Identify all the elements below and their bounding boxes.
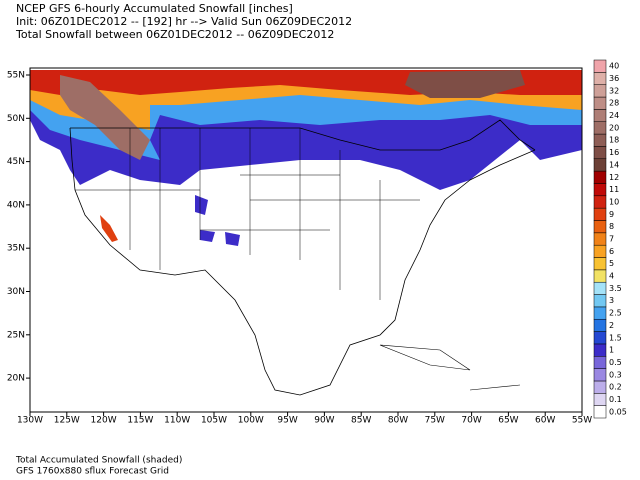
colorbar-box bbox=[593, 121, 607, 135]
x-tick-label: 75W bbox=[425, 416, 445, 426]
snow-band bbox=[195, 195, 240, 246]
colorbar-box bbox=[593, 244, 607, 258]
state-borders bbox=[75, 128, 420, 300]
colorbar-label: 6 bbox=[609, 247, 614, 256]
colorbar-label: 40 bbox=[609, 62, 619, 71]
colorbar-box bbox=[593, 232, 607, 246]
colorbar-box bbox=[593, 318, 607, 332]
x-tick-label: 95W bbox=[277, 416, 297, 426]
colorbar-label: 0.2 bbox=[609, 383, 622, 392]
colorbar-label: 1 bbox=[609, 346, 614, 355]
colorbar-box bbox=[593, 220, 607, 234]
colorbar-label: 4 bbox=[609, 272, 614, 281]
x-tick-label: 60W bbox=[535, 416, 555, 426]
y-tick-label: 25N bbox=[7, 330, 25, 340]
y-tick-label: 40N bbox=[7, 200, 25, 210]
colorbar-box bbox=[593, 84, 607, 98]
x-tick-label: 90W bbox=[314, 416, 334, 426]
x-tick-label: 130W bbox=[17, 416, 43, 426]
colorbar-box bbox=[593, 207, 607, 221]
colorbar-label: 32 bbox=[609, 86, 619, 95]
colorbar-label: 1.5 bbox=[609, 333, 622, 342]
colorbar-box bbox=[593, 331, 607, 345]
snow-band bbox=[60, 75, 150, 160]
footer-line: Total Accumulated Snowfall (shaded) bbox=[15, 456, 182, 466]
colorbar-label: 3.5 bbox=[609, 284, 622, 293]
colorbar-box bbox=[593, 183, 607, 197]
x-tick-label: 110W bbox=[164, 416, 190, 426]
colorbar-label: 7 bbox=[609, 235, 614, 244]
colorbar-label: 0.5 bbox=[609, 358, 622, 367]
colorbar-box bbox=[593, 343, 607, 357]
x-tick-label: 55W bbox=[572, 416, 592, 426]
colorbar-label: 12 bbox=[609, 173, 619, 182]
colorbar-label: 10 bbox=[609, 197, 619, 206]
colorbar-box bbox=[593, 306, 607, 320]
colorbar-box bbox=[593, 257, 607, 271]
y-tick-label: 55N bbox=[7, 71, 25, 81]
colorbar-label: 8 bbox=[609, 222, 614, 231]
colorbar-label: 0.3 bbox=[609, 370, 622, 379]
colorbar-box bbox=[593, 59, 607, 73]
colorbar-box bbox=[593, 281, 607, 295]
header-line: NCEP GFS 6-hourly Accumulated Snowfall [… bbox=[16, 2, 293, 15]
islands bbox=[379, 344, 521, 391]
colorbar-box bbox=[593, 380, 607, 394]
colorbar-label: 11 bbox=[609, 185, 619, 194]
colorbar-box bbox=[593, 356, 607, 369]
x-tick-label: 85W bbox=[351, 416, 371, 426]
colorbar-box bbox=[593, 405, 607, 419]
colorbar-box bbox=[593, 133, 607, 147]
colorbar-label: 20 bbox=[609, 123, 619, 132]
colorbar-box bbox=[593, 146, 607, 160]
snow-band bbox=[100, 215, 118, 242]
colorbar-box bbox=[593, 72, 607, 85]
header-line: Total Snowfall between 06Z01DEC2012 -- 0… bbox=[15, 28, 334, 41]
colorbar-label: 14 bbox=[609, 160, 619, 169]
y-tick-label: 30N bbox=[7, 287, 25, 297]
colorbar-box bbox=[593, 195, 607, 209]
colorbar-box bbox=[593, 109, 607, 122]
colorbar-box bbox=[593, 96, 607, 110]
map-frame bbox=[29, 67, 583, 413]
x-tick-label: 80W bbox=[388, 416, 408, 426]
snow-band bbox=[405, 70, 525, 98]
x-tick-label: 65W bbox=[498, 416, 518, 426]
colorbar-label: 16 bbox=[609, 148, 619, 157]
colorbar-label: 24 bbox=[609, 111, 619, 120]
x-tick-label: 70W bbox=[461, 416, 481, 426]
footer-line: GFS 1760x880 sflux Forecast Grid bbox=[16, 467, 169, 477]
y-tick-label: 45N bbox=[7, 157, 25, 167]
colorbar-label: 9 bbox=[609, 210, 614, 219]
axes: 130W 125W 120W 115W 110W 105W 100W 95W 90W 85W 80W… bbox=[7, 71, 592, 426]
colorbar-label: 3 bbox=[609, 296, 614, 305]
colorbar-label: 2.5 bbox=[609, 309, 622, 318]
x-tick-label: 120W bbox=[91, 416, 117, 426]
y-tick-label: 50N bbox=[7, 114, 25, 124]
colorbar-box bbox=[593, 393, 607, 406]
header-line: Init: 06Z01DEC2012 -- [192] hr --> Valid… bbox=[16, 15, 352, 28]
colorbar-label: 36 bbox=[609, 74, 619, 83]
colorbar-label: 0.1 bbox=[609, 395, 622, 404]
x-tick-label: 115W bbox=[127, 416, 153, 426]
y-tick-label: 35N bbox=[7, 244, 25, 254]
colorbar-label: 28 bbox=[609, 99, 619, 108]
colorbar-box bbox=[593, 170, 607, 184]
y-tick-label: 20N bbox=[7, 374, 25, 384]
coastline bbox=[69, 119, 536, 396]
map bbox=[29, 67, 583, 413]
colorbar: 0.05 0.1 0.2 0.3 0.5 1 1.5 2 2.5 3 3.5 4 5 6 7 8 9 10 11 12… bbox=[593, 59, 627, 419]
colorbar-label: 0.05 bbox=[609, 407, 627, 416]
x-tick-label: 105W bbox=[201, 416, 227, 426]
colorbar-box bbox=[593, 158, 607, 172]
colorbar-box bbox=[593, 294, 607, 308]
colorbar-label: 5 bbox=[609, 259, 614, 268]
colorbar-label: 18 bbox=[609, 136, 619, 145]
x-tick-label: 125W bbox=[54, 416, 80, 426]
colorbar-box bbox=[593, 269, 607, 283]
x-tick-label: 100W bbox=[238, 416, 264, 426]
colorbar-label: 2 bbox=[609, 321, 614, 330]
colorbar-box bbox=[593, 368, 607, 382]
